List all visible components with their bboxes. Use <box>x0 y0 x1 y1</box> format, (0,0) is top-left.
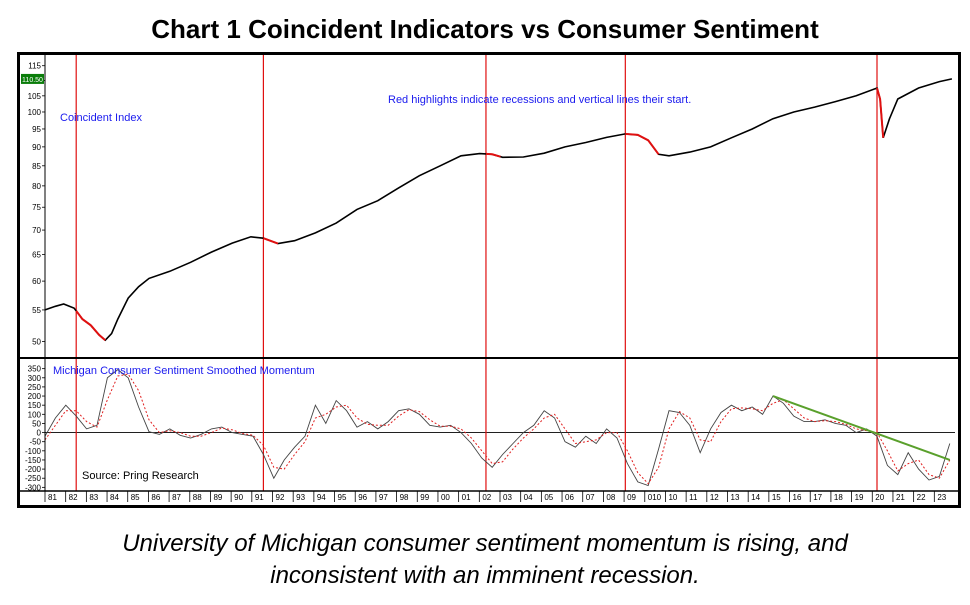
x-tick-label: 89 <box>213 493 222 502</box>
recession-highlight <box>75 310 106 341</box>
x-tick-label: 16 <box>793 493 802 502</box>
x-tick-label: 10 <box>668 493 677 502</box>
sentiment-momentum-line <box>44 369 951 487</box>
chart-canvas: 50556065707580859095100105110115110.50-3… <box>20 55 958 502</box>
recession-highlight <box>263 237 279 245</box>
top-y-tick-label: 60 <box>32 277 41 286</box>
caption-line-2: inconsistent with an imminent recession. <box>270 562 700 589</box>
momentum-trendline <box>772 395 951 461</box>
x-tick-label: 96 <box>358 493 367 502</box>
sentiment-signal-line <box>44 373 951 485</box>
caption-line-1: University of Michigan consumer sentimen… <box>122 530 848 557</box>
recession-highlight <box>876 87 885 138</box>
x-tick-label: 010 <box>648 493 662 502</box>
x-tick-label: 20 <box>875 493 884 502</box>
x-tick-label: 86 <box>151 493 160 502</box>
x-tick-label: 83 <box>89 493 98 502</box>
current-value-label: 110.50 <box>22 77 43 84</box>
top-y-tick-label: 105 <box>28 92 42 101</box>
x-tick-label: 05 <box>544 493 553 502</box>
top-y-tick-label: 75 <box>32 203 41 212</box>
x-tick-label: 18 <box>834 493 843 502</box>
bottom-y-tick-label: -100 <box>25 447 42 456</box>
bottom-y-tick-label: -250 <box>25 474 42 483</box>
x-tick-label: 22 <box>917 493 926 502</box>
x-tick-label: 02 <box>482 493 491 502</box>
x-tick-label: 12 <box>710 493 719 502</box>
top-y-tick-label: 85 <box>32 162 41 171</box>
x-tick-label: 81 <box>48 493 57 502</box>
top-y-tick-label: 95 <box>32 125 41 134</box>
bottom-y-tick-label: 350 <box>28 365 42 374</box>
top-y-tick-label: 100 <box>28 108 42 117</box>
bottom-y-tick-label: -150 <box>25 456 42 465</box>
x-tick-label: 21 <box>896 493 905 502</box>
x-tick-label: 01 <box>462 493 471 502</box>
x-tick-label: 23 <box>937 493 946 502</box>
top-y-tick-label: 90 <box>32 143 41 152</box>
x-tick-label: 88 <box>193 493 202 502</box>
bottom-y-tick-label: -200 <box>25 465 42 474</box>
x-tick-label: 95 <box>338 493 347 502</box>
coincident-index-line <box>44 78 953 342</box>
x-tick-label: 82 <box>69 493 78 502</box>
bottom-y-tick-label: 150 <box>28 401 42 410</box>
x-tick-label: 14 <box>751 493 760 502</box>
chart-caption: University of Michigan consumer sentimen… <box>0 528 970 592</box>
x-tick-label: 90 <box>234 493 243 502</box>
top-y-tick-label: 70 <box>32 226 41 235</box>
bottom-y-tick-label: 100 <box>28 410 42 419</box>
x-tick-label: 94 <box>317 493 326 502</box>
recession-highlight <box>625 132 660 155</box>
bottom-y-tick-label: 0 <box>37 429 42 438</box>
x-tick-label: 19 <box>855 493 864 502</box>
top-y-tick-label: 55 <box>32 306 41 315</box>
x-tick-label: 09 <box>627 493 636 502</box>
bottom-series-annotation: Michigan Consumer Sentiment Smoothed Mom… <box>53 365 315 377</box>
bottom-y-tick-label: 200 <box>28 392 42 401</box>
x-tick-label: 92 <box>276 493 285 502</box>
top-y-tick-label: 65 <box>32 251 41 260</box>
x-tick-label: 04 <box>524 493 533 502</box>
x-tick-label: 07 <box>586 493 595 502</box>
x-tick-label: 97 <box>379 493 388 502</box>
top-y-tick-label: 50 <box>32 337 41 346</box>
bottom-y-tick-label: -50 <box>29 438 41 447</box>
x-tick-label: 11 <box>689 493 698 502</box>
recession-highlight <box>485 152 501 158</box>
recession-annotation: Red highlights indicate recessions and v… <box>388 94 691 106</box>
x-tick-label: 85 <box>131 493 140 502</box>
bottom-y-tick-label: -300 <box>25 483 42 492</box>
x-tick-label: 98 <box>400 493 409 502</box>
x-tick-label: 03 <box>503 493 512 502</box>
top-series-annotation: Coincident Index <box>60 112 142 124</box>
source-label: Source: Pring Research <box>82 470 199 482</box>
top-y-tick-label: 80 <box>32 182 41 191</box>
x-tick-label: 13 <box>731 493 740 502</box>
x-tick-label: 84 <box>110 493 119 502</box>
x-tick-label: 00 <box>441 493 450 502</box>
x-tick-label: 91 <box>255 493 264 502</box>
x-tick-label: 17 <box>813 493 822 502</box>
bottom-y-tick-label: 300 <box>28 374 42 383</box>
current-value-badge <box>21 73 44 84</box>
x-tick-label: 87 <box>172 493 181 502</box>
x-tick-label: 93 <box>296 493 305 502</box>
chart-frame: 50556065707580859095100105110115110.50-3… <box>17 52 961 508</box>
x-tick-label: 06 <box>565 493 574 502</box>
x-tick-label: 15 <box>772 493 781 502</box>
bottom-y-tick-label: 50 <box>32 419 41 428</box>
bottom-y-tick-label: 250 <box>28 383 42 392</box>
chart-title: Chart 1 Coincident Indicators vs Consume… <box>151 14 819 44</box>
x-tick-label: 08 <box>606 493 615 502</box>
top-y-tick-label: 115 <box>28 62 41 71</box>
x-tick-label: 99 <box>420 493 429 502</box>
